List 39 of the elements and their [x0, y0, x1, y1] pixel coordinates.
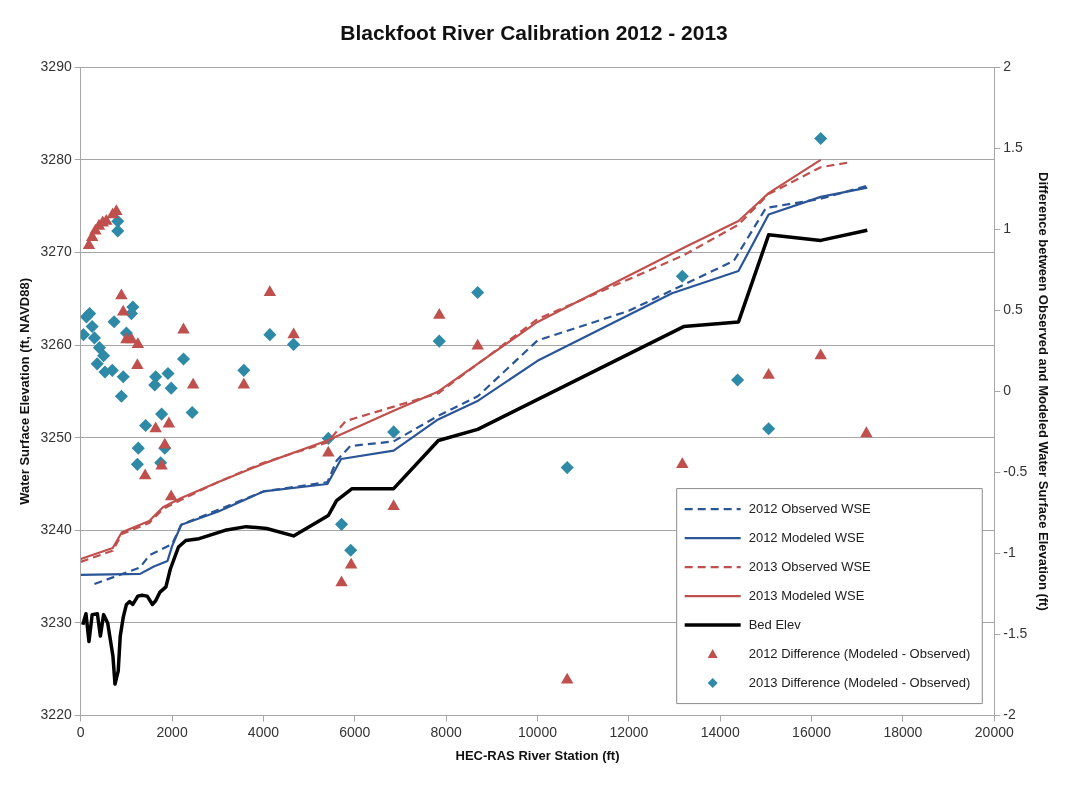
y-tick-label: 3280: [40, 150, 72, 167]
legend-label: 2012 Observed WSE: [748, 500, 872, 516]
y2-tick-label: 0.5: [1003, 301, 1023, 318]
y2-axis-title: Difference between Observed and Modeled Water Surface Elevation (ft): [1035, 172, 1051, 611]
x-tick-label: 18000: [883, 723, 923, 740]
x-tick-label: 0: [76, 723, 85, 740]
chart-title: Blackfoot River Calibration 2012 - 2013: [340, 21, 728, 45]
legend-label: Bed Elev: [748, 616, 802, 632]
legend-label: 2013 Difference (Modeled - Observed): [748, 674, 971, 690]
x-axis-title: HEC-RAS River Station (ft): [455, 747, 620, 763]
x-tick-label: 16000: [792, 723, 832, 740]
legend-label: 2013 Modeled WSE: [748, 587, 865, 603]
y2-tick-label: 0: [1003, 382, 1012, 399]
x-tick-label: 8000: [430, 723, 462, 740]
y2-tick-label: -1: [1003, 544, 1016, 561]
y2-tick-label: -1.5: [1003, 625, 1028, 642]
y-tick-label: 3270: [40, 243, 72, 260]
x-tick-label: 12000: [609, 723, 649, 740]
x-tick-label: 10000: [518, 723, 558, 740]
y2-tick-label: 2: [1003, 58, 1012, 75]
legend-label: 2012 Modeled WSE: [748, 529, 865, 545]
y2-tick-label: -2: [1003, 706, 1016, 723]
y-tick-label: 3220: [40, 706, 72, 723]
y-tick-label: 3250: [40, 428, 72, 445]
y2-tick-label: -0.5: [1003, 463, 1028, 480]
x-tick-label: 2000: [156, 723, 188, 740]
x-tick-label: 4000: [247, 723, 280, 740]
y-tick-label: 3260: [40, 335, 72, 352]
y-axis-title: Water Surface Elevation (ft, NAVD88): [17, 277, 33, 505]
y-tick-label: 3230: [40, 613, 72, 630]
legend-label: 2013 Observed WSE: [748, 558, 872, 574]
y2-tick-label: 1.5: [1003, 139, 1023, 156]
y-tick-label: 3240: [40, 521, 72, 538]
legend-label: 2012 Difference (Modeled - Observed): [748, 645, 971, 661]
x-tick-label: 14000: [700, 723, 740, 740]
y2-tick-label: 1: [1003, 220, 1012, 237]
x-tick-label: 20000: [974, 723, 1014, 740]
y-tick-label: 3290: [40, 58, 72, 75]
x-tick-label: 6000: [339, 723, 371, 740]
